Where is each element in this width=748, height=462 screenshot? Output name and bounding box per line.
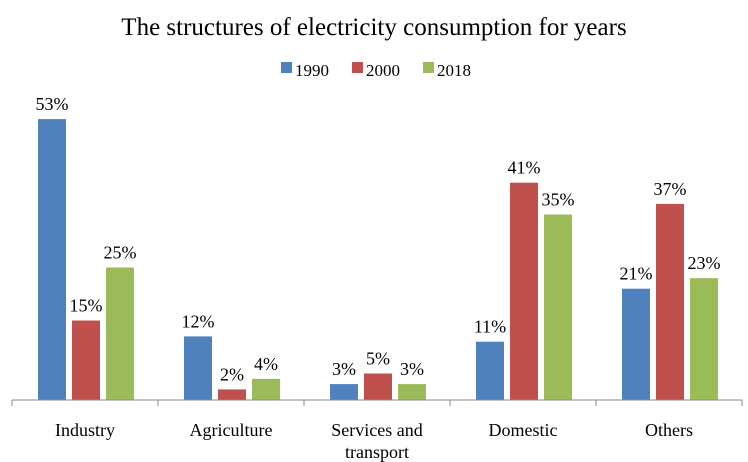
bar-agriculture-1990: [184, 336, 212, 400]
value-label-others-1990: 21%: [620, 264, 653, 284]
bar-services-and-transport-1990: [330, 384, 358, 400]
bar-industry-2018: [106, 267, 134, 400]
bar-services-and-transport-2018: [398, 384, 426, 400]
category-label-industry: Industry: [55, 420, 115, 440]
value-label-domestic-2018: 35%: [542, 190, 575, 210]
category-labels-group: Industry Agriculture Services and transport…: [55, 420, 693, 462]
value-label-services-and-transport-2000: 5%: [366, 349, 390, 369]
bar-domestic-2000: [510, 182, 538, 400]
legend: 1990 2000 2018: [281, 61, 471, 80]
category-label-domestic: Domestic: [489, 420, 558, 440]
legend-swatch-1990: [281, 62, 292, 73]
bar-domestic-2018: [544, 214, 572, 400]
bar-agriculture-2000: [218, 389, 246, 400]
legend-label-1990: 1990: [295, 61, 329, 80]
value-label-services-and-transport-2018: 3%: [400, 359, 424, 379]
value-label-agriculture-1990: 12%: [182, 311, 215, 331]
value-label-agriculture-2000: 2%: [220, 364, 244, 384]
bar-industry-1990: [38, 119, 66, 400]
value-label-industry-1990: 53%: [36, 94, 69, 114]
category-label-agriculture: Agriculture: [190, 420, 273, 440]
bar-agriculture-2018: [252, 378, 280, 400]
legend-label-2000: 2000: [366, 61, 400, 80]
value-label-others-2000: 37%: [654, 179, 687, 199]
value-label-domestic-1990: 11%: [474, 317, 506, 337]
bar-domestic-1990: [476, 341, 504, 400]
bar-others-2018: [690, 278, 718, 400]
value-label-industry-2000: 15%: [70, 296, 103, 316]
value-label-services-and-transport-1990: 3%: [332, 359, 356, 379]
value-label-industry-2018: 25%: [104, 243, 137, 263]
legend-label-2018: 2018: [437, 61, 471, 80]
value-label-others-2018: 23%: [688, 253, 721, 273]
legend-swatch-2018: [423, 62, 434, 73]
legend-swatch-2000: [352, 62, 363, 73]
value-labels-group: 53% 15% 25% 12% 2% 4% 3% 5% 3% 11% 41%35% 21% 37% 23%: [36, 94, 721, 384]
x-axis-ticks: [11, 400, 743, 406]
bar-others-1990: [622, 288, 650, 400]
category-label-services-and-transport: Services and transport: [331, 420, 422, 462]
value-label-domestic-2000: 41%: [508, 158, 541, 178]
chart-title: The structures of electricity consumptio…: [121, 14, 626, 41]
category-label-others: Others: [645, 420, 693, 440]
bar-others-2000: [656, 203, 684, 400]
value-label-agriculture-2018: 4%: [254, 354, 278, 374]
bars-group: [38, 119, 718, 400]
bar-services-and-transport-2000: [364, 373, 392, 400]
bar-industry-2000: [72, 320, 100, 400]
